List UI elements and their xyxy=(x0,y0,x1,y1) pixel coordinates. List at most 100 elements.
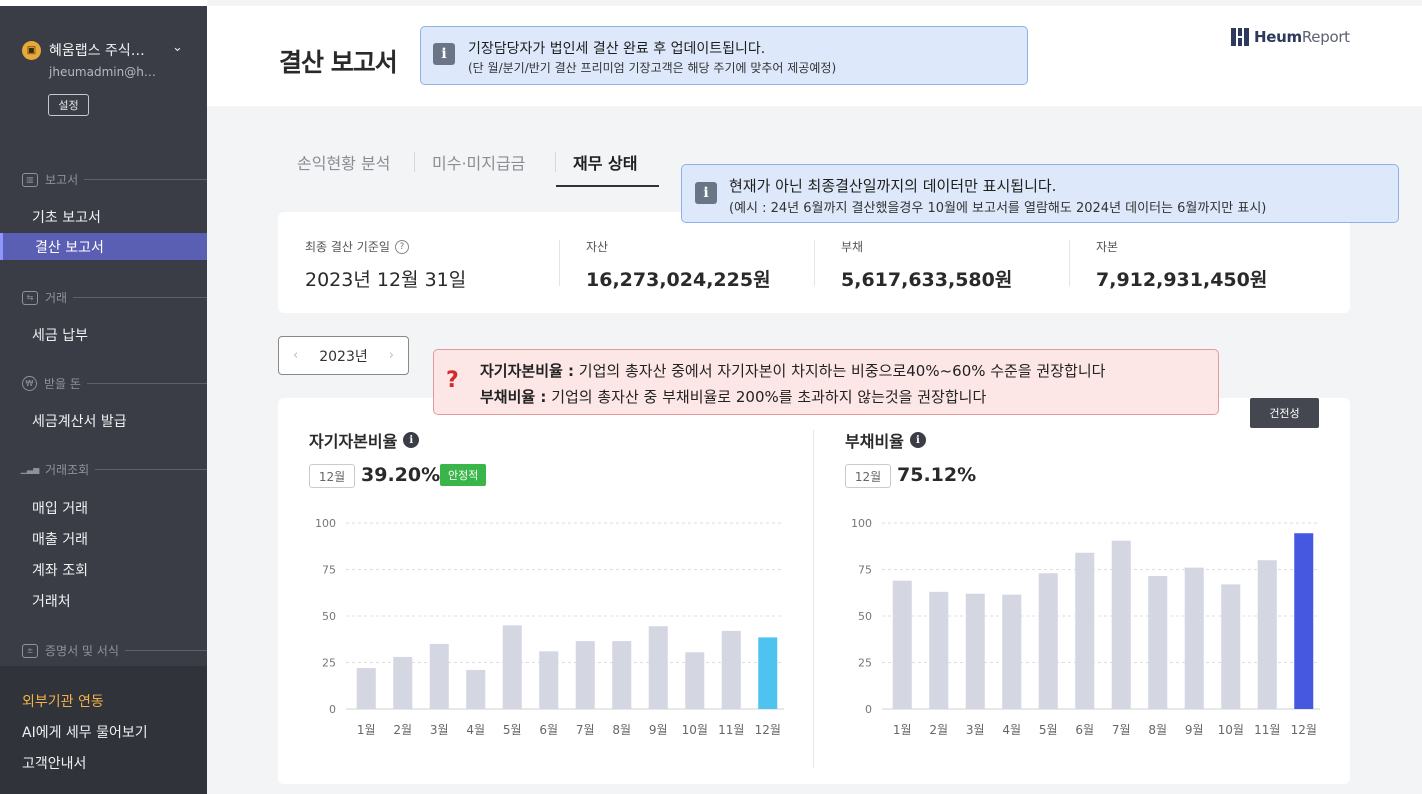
chevron-left-icon[interactable]: ‹ xyxy=(293,348,299,363)
company-email: jheumadmin@h… xyxy=(49,65,156,79)
y-tick-label: 50 xyxy=(858,610,872,623)
status-badge: 안정적 xyxy=(440,464,487,486)
bar-8월 xyxy=(1148,576,1168,709)
sidebar-item-tax-payment[interactable]: 세금 납부 xyxy=(32,328,88,344)
bar-10월 xyxy=(1221,584,1241,709)
assets-label: 자산 xyxy=(586,240,609,254)
divider xyxy=(73,297,207,298)
section-transaction: ⇆ 거래 xyxy=(22,289,207,306)
sidebar-item-external[interactable]: 외부기관 연동 xyxy=(22,694,104,710)
info-icon[interactable]: i xyxy=(909,432,926,448)
bar-11월 xyxy=(721,630,741,709)
x-tick-label: 6월 xyxy=(539,723,558,737)
x-tick-label: 8월 xyxy=(1148,723,1167,737)
assets-value: 16,273,024,225원 xyxy=(586,269,771,291)
bar-8월 xyxy=(612,641,632,709)
section-certificate: ± 증명서 및 서식 xyxy=(22,642,207,659)
page-title: 결산 보고서 xyxy=(279,48,398,77)
section-label: 거래조회 xyxy=(45,463,90,477)
tab-profit-loss[interactable]: 손익현황 분석 xyxy=(297,154,391,173)
page-header: 결산 보고서 i 기장담당자가 법인세 결산 완료 후 업데이트됩니다. (단 … xyxy=(207,6,1422,106)
sidebar-item-client[interactable]: 거래처 xyxy=(32,594,71,610)
sidebar-item-sales[interactable]: 매출 거래 xyxy=(32,532,88,548)
y-tick-label: 100 xyxy=(315,517,336,530)
info-icon: i xyxy=(695,182,717,204)
divider xyxy=(95,469,207,470)
month-pill: 12월 xyxy=(309,464,355,488)
bar-2월 xyxy=(393,656,413,709)
sidebar-item-settlement-report[interactable]: 결산 보고서 xyxy=(0,233,207,260)
chevron-down-icon[interactable]: ⌄ xyxy=(172,40,183,55)
x-tick-label: 3월 xyxy=(966,723,985,737)
warning-line2: 부채비율 : 기업의 총자산 중 부채비율로 200%를 초과하지 않는것을 권… xyxy=(480,388,987,406)
bar-12월 xyxy=(758,637,778,709)
chevron-right-icon[interactable]: › xyxy=(388,348,394,363)
bar-4월 xyxy=(1002,594,1022,709)
bar-6월 xyxy=(539,651,559,709)
sidebar-item-account[interactable]: 계좌 조회 xyxy=(32,563,88,579)
date-label: 최종 결산 기준일 xyxy=(305,240,390,254)
brand-logo: HeumReport xyxy=(1231,28,1350,46)
section-report: ▥ 보고서 xyxy=(22,171,207,188)
notice-line1: 현재가 아닌 최종결산일까지의 데이터만 표시됩니다. xyxy=(729,177,1057,195)
y-tick-label: 50 xyxy=(322,610,336,623)
equity-ratio-value: 39.20% xyxy=(361,464,441,486)
bar-12월 xyxy=(1294,533,1314,709)
sidebar-item-label: 결산 보고서 xyxy=(35,239,104,256)
sidebar-item-purchase[interactable]: 매입 거래 xyxy=(32,501,88,517)
x-tick-label: 11월 xyxy=(718,723,744,737)
y-tick-label: 75 xyxy=(858,564,872,577)
tab-separator xyxy=(414,152,415,172)
x-tick-label: 9월 xyxy=(1185,723,1204,737)
bar-3월 xyxy=(965,593,985,709)
chart-title-text: 자기자본비율 xyxy=(309,432,398,451)
company-name: 혜움랩스 주식… xyxy=(49,43,145,59)
tab-separator xyxy=(555,152,556,172)
bar-chart-icon: ▁▃▅ xyxy=(20,465,40,474)
summary-assets: 자산 16,273,024,225원 xyxy=(586,238,771,292)
company-logo-icon: ▣ xyxy=(22,41,41,60)
bar-3월 xyxy=(429,643,449,709)
notice-line1: 기장담당자가 법인세 결산 완료 후 업데이트됩니다. xyxy=(468,41,766,57)
tab-receivables[interactable]: 미수·미지급금 xyxy=(432,154,526,173)
month-pill: 12월 xyxy=(845,464,891,488)
debt-ratio-value: 75.12% xyxy=(897,464,977,486)
sidebar-item-tax-invoice[interactable]: 세금계산서 발급 xyxy=(32,414,127,430)
equity-ratio-chart: 0 25 50 75 100 1월 2월 3월 4월 5월 6월 7월 8월 9월 10월 11월 12월 xyxy=(315,517,784,737)
info-icon[interactable]: i xyxy=(403,432,420,448)
date-value: 2023년 12월 31일 xyxy=(305,269,467,291)
bar-10월 xyxy=(685,652,705,709)
help-icon[interactable]: ? xyxy=(394,239,409,254)
divider xyxy=(1069,240,1070,286)
question-icon: ? xyxy=(446,368,459,393)
top-strip xyxy=(0,0,207,6)
brand-name: HeumReport xyxy=(1254,28,1350,46)
x-tick-label: 12월 xyxy=(1291,723,1317,737)
sidebar-item-basic-report[interactable]: 기초 보고서 xyxy=(32,210,101,226)
tab-financial-status[interactable]: 재무 상태 xyxy=(573,154,638,173)
x-tick-label: 2월 xyxy=(929,723,948,737)
divider xyxy=(124,650,207,651)
bar-1월 xyxy=(356,668,376,709)
x-tick-label: 1월 xyxy=(893,723,912,737)
health-button[interactable]: 건전성 xyxy=(1250,398,1319,428)
x-tick-label: 11월 xyxy=(1254,723,1280,737)
data-range-notice: i 현재가 아닌 최종결산일까지의 데이터만 표시됩니다. (예시 : 24년 … xyxy=(681,164,1399,223)
y-tick-label: 0 xyxy=(329,703,336,716)
summary-card: 최종 결산 기준일? 2023년 12월 31일 자산 16,273,024,2… xyxy=(278,212,1350,313)
year-selector: ‹ 2023년 › xyxy=(278,336,409,375)
x-tick-label: 10월 xyxy=(682,723,708,737)
x-tick-label: 4월 xyxy=(1002,723,1021,737)
heumreport-logo-icon xyxy=(1231,28,1249,46)
settings-button[interactable]: 설정 xyxy=(48,94,89,116)
x-tick-label: 10월 xyxy=(1218,723,1244,737)
sidebar-item-customer-guide[interactable]: 고객안내서 xyxy=(22,756,87,772)
bar-5월 xyxy=(502,625,522,709)
charts-panel xyxy=(278,398,1350,784)
y-tick-label: 75 xyxy=(322,564,336,577)
sidebar-item-ai-tax[interactable]: AI에게 세무 물어보기 xyxy=(22,725,148,741)
x-tick-label: 3월 xyxy=(430,723,449,737)
y-tick-label: 25 xyxy=(322,657,336,670)
report-icon: ▥ xyxy=(22,172,38,187)
x-tick-label: 4월 xyxy=(466,723,485,737)
